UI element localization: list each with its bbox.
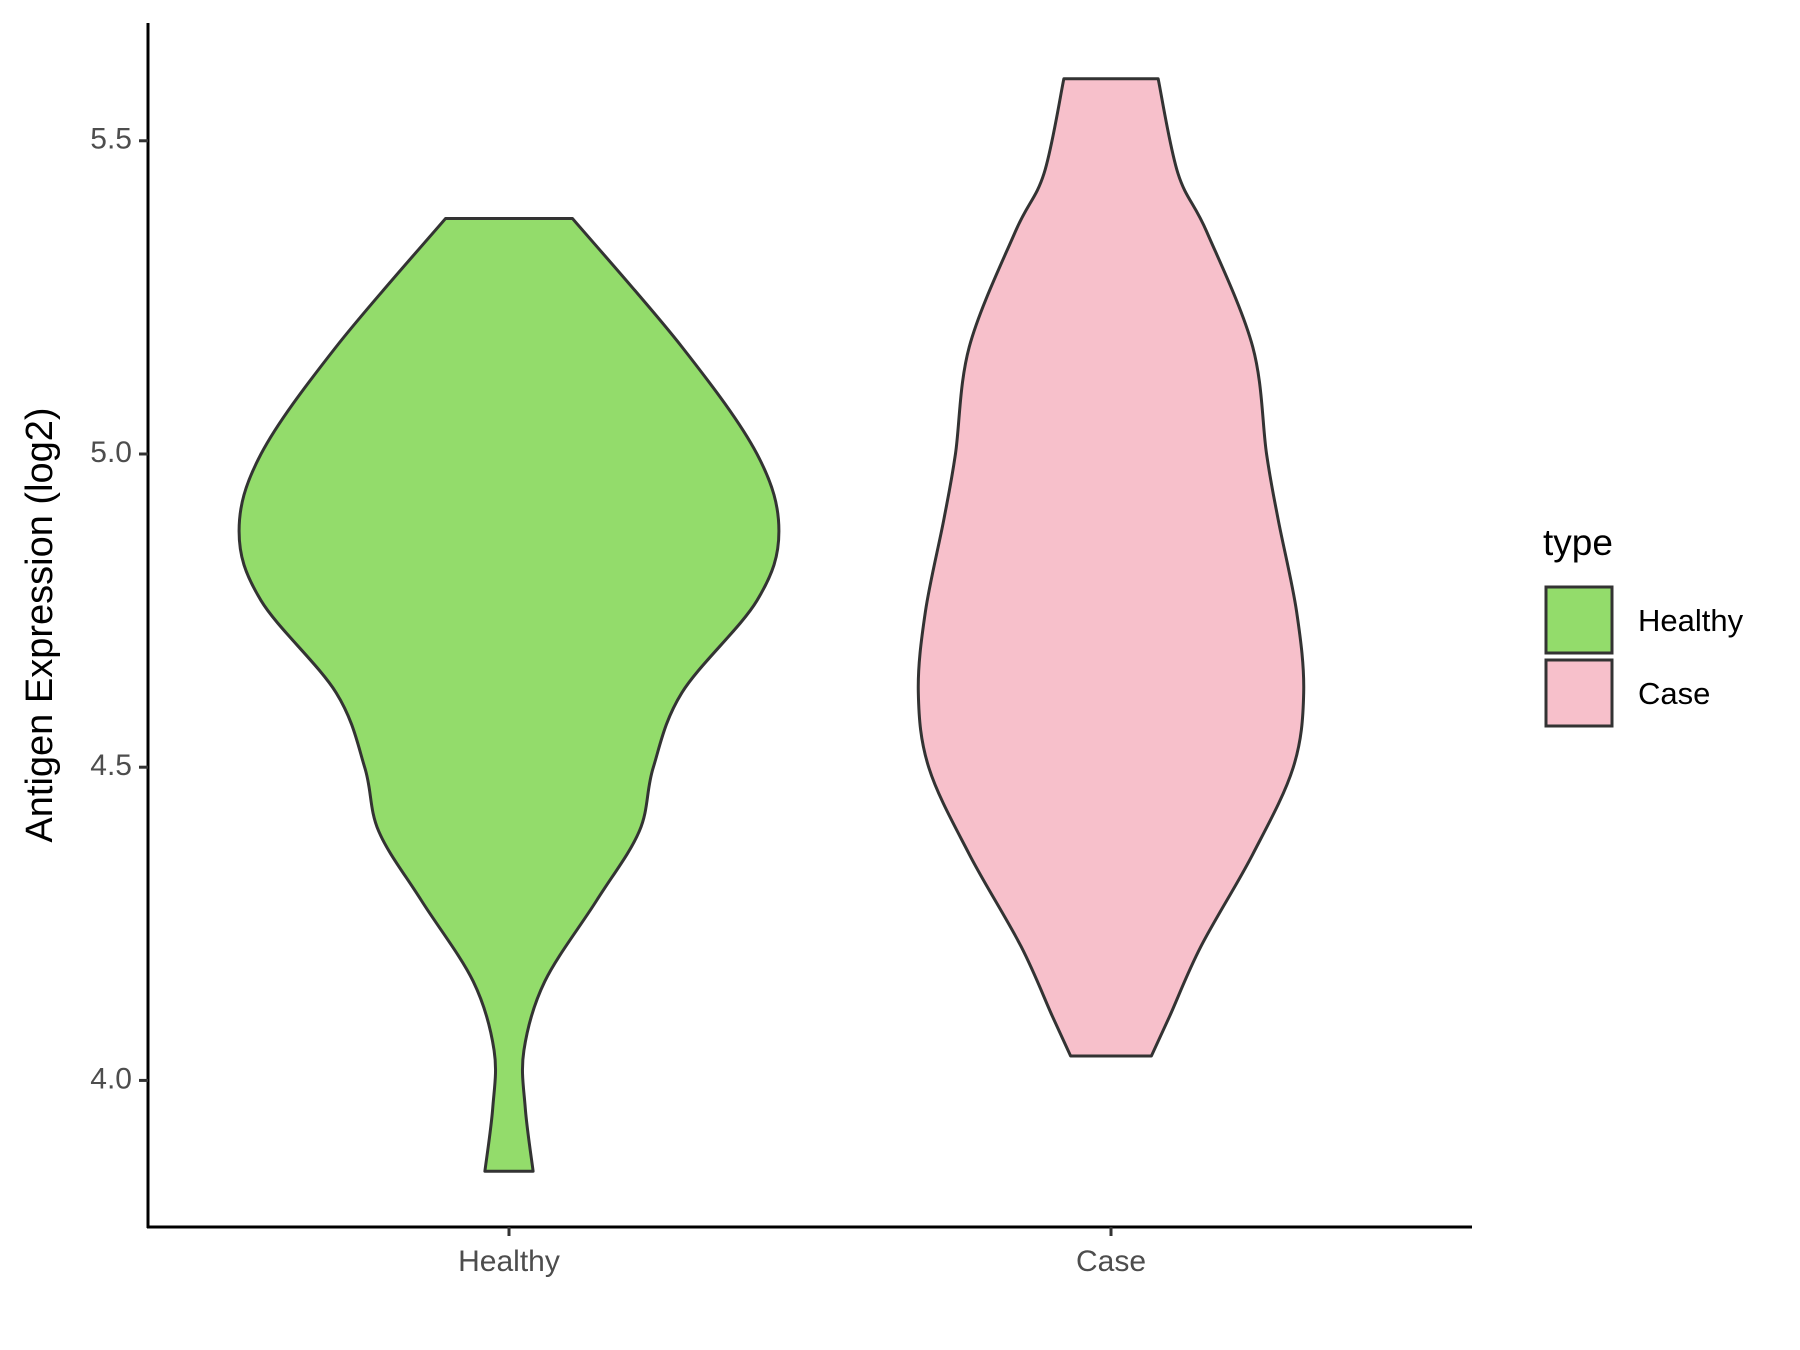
y-axis-label: Antigen Expression (log2) xyxy=(19,407,61,842)
y-tick-label: 4.0 xyxy=(90,1062,132,1095)
legend-key xyxy=(1544,658,1614,728)
x-tick-label: Healthy xyxy=(458,1245,560,1278)
y-tick-label: 5.5 xyxy=(90,123,132,156)
x-tick-label: Case xyxy=(1076,1245,1146,1278)
legend-label: Case xyxy=(1638,676,1710,711)
y-tick-label: 4.5 xyxy=(90,749,132,782)
legend-label: Healthy xyxy=(1638,603,1744,638)
violin xyxy=(916,77,1306,1058)
legend-title: type xyxy=(1543,522,1613,563)
y-tick-label: 5.0 xyxy=(90,436,132,469)
violin xyxy=(237,216,781,1173)
legend-key xyxy=(1544,585,1614,655)
